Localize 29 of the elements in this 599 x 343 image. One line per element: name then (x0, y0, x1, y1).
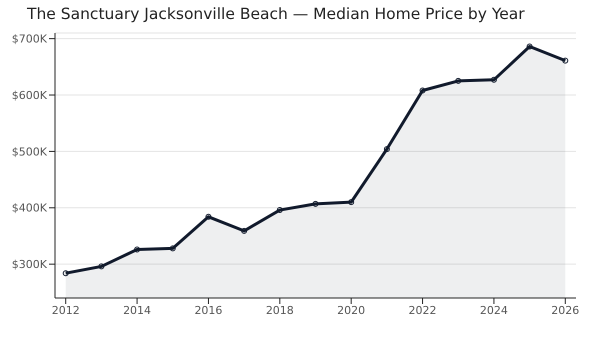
y-tick-label: $600K (12, 88, 48, 102)
point (241, 228, 248, 234)
y-tick-label: $400K (12, 202, 48, 215)
point (562, 58, 568, 64)
point (455, 78, 462, 84)
point (312, 200, 318, 207)
point (420, 88, 426, 94)
point (348, 199, 354, 206)
point (205, 214, 212, 220)
point (62, 270, 69, 276)
x-tick-label: 2024 (480, 304, 508, 317)
chart-title: The Sanctuary Jacksonville Beach — Median Home Price by Year (27, 5, 525, 23)
point (276, 207, 283, 214)
point (170, 245, 176, 252)
x-tick-label: 2014 (123, 304, 152, 317)
point (526, 44, 533, 50)
x-tick-label: 2026 (551, 304, 580, 317)
y-tick-label: $500K (12, 145, 48, 158)
point (384, 146, 390, 152)
y-tick-label: $300K (12, 258, 48, 272)
y-tick-label: $700K (12, 32, 48, 46)
point (490, 76, 497, 83)
point (134, 246, 140, 253)
x-tick-label: 2012 (52, 304, 80, 317)
x-tick-label: 2016 (194, 304, 222, 317)
x-tick-label: 2018 (266, 304, 294, 317)
x-tick-label: 2022 (408, 304, 437, 317)
point (98, 263, 104, 270)
x-tick-label: 2020 (337, 304, 366, 317)
